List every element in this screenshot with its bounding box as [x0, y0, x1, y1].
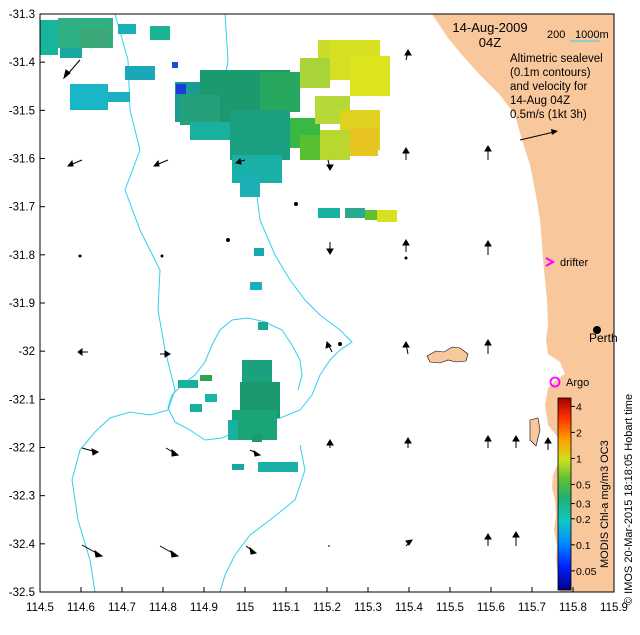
y-tick-label: -31.6: [9, 154, 35, 166]
x-tick-label: 114.6: [67, 602, 95, 614]
legend-line-3: and velocity for: [510, 81, 588, 93]
x-tick-label: 114.9: [190, 602, 218, 614]
colorbar-tick-label: 4: [576, 401, 582, 413]
y-tick-label: -31.9: [9, 298, 35, 310]
x-tick-label: 114.8: [149, 602, 177, 614]
legend-line-4: 14-Aug 04Z: [510, 95, 570, 107]
x-tick-label: 115.8: [559, 602, 587, 614]
y-tick-label: -32.1: [9, 394, 35, 406]
x-tick-label: 115.9: [600, 602, 628, 614]
perth-label: Perth: [589, 331, 618, 345]
colorbar-tick-label: 2: [576, 427, 582, 439]
legend-line-1: Altimetric sealevel: [510, 53, 603, 65]
y-tick-label: -31.4: [9, 57, 36, 69]
x-tick-label: 115.5: [436, 602, 464, 614]
colorbar: [557, 397, 572, 591]
y-tick-label: -31.5: [9, 105, 35, 117]
credit-text: © IMOS 20-Mar-2015 18:18:05 Hobart time: [623, 394, 635, 605]
y-tick-label: -32.2: [9, 443, 35, 455]
legend-line-2: (0.1m contours): [510, 67, 591, 79]
x-tick-label: 115.2: [313, 602, 341, 614]
colorbar-tick-label: 0.3: [576, 499, 591, 511]
perth-dot-icon: [593, 326, 601, 334]
x-tick-label: 115.4: [395, 602, 424, 614]
x-tick-label: 115: [236, 602, 254, 614]
x-axis-ticks: 114.5 114.6 114.7 114.8 114.9 115 115.1 115.2 11…: [26, 587, 628, 614]
colorbar-title: MODIS Chl-a mg/m3 OC3: [599, 440, 611, 568]
map-date: 14-Aug-2009: [452, 20, 527, 35]
y-tick-label: -32: [18, 346, 35, 358]
argo-marker: Argo: [549, 376, 589, 389]
y-tick-label: -32.4: [9, 539, 36, 551]
x-tick-label: 114.7: [108, 602, 136, 614]
colorbar-tick-label: 0.2: [576, 514, 591, 526]
colorbar-tick-label: 0.1: [576, 540, 591, 552]
x-tick-label: 115.1: [272, 602, 300, 614]
colorbar-labels: 4 2 1 0.5 0.3 0.2 0.1 0.05: [571, 401, 597, 578]
argo-circle-icon: [549, 376, 561, 388]
drifter-marker: drifter: [545, 257, 588, 269]
x-tick-label: 115.3: [354, 602, 382, 614]
drifter-label: drifter: [560, 257, 588, 269]
y-tick-label: -31.3: [9, 9, 35, 21]
y-tick-label: -32.5: [9, 587, 35, 599]
y-tick-label: -31.7: [9, 202, 35, 214]
legend-line-5: 0.5m/s (1kt 3h): [510, 109, 587, 121]
x-tick-label: 115.6: [477, 602, 505, 614]
scale-arrow-icon: [519, 129, 558, 141]
colorbar-tick-label: 0.05: [576, 566, 597, 578]
x-tick-label: 114.5: [26, 602, 54, 614]
isobath-label-1000: 1000m: [575, 29, 609, 41]
chlorophyll-patches: [40, 18, 397, 472]
x-tick-label: 115.7: [518, 602, 546, 614]
map-time: 04Z: [479, 35, 501, 50]
velocity-arrows: [63, 49, 552, 558]
isobath-label-200: 200: [547, 29, 565, 41]
argo-label: Argo: [566, 377, 589, 389]
colorbar-tick-label: 0.5: [576, 479, 591, 491]
island-rottnest: [426, 346, 469, 364]
y-axis-ticks: -31.3 -31.4 -31.5 -31.6 -31.7 -31.8 -31.9 -32 -3…: [9, 9, 45, 599]
y-tick-label: -32.3: [9, 491, 35, 503]
colorbar-tick-label: 1: [576, 453, 582, 465]
island-garden: [529, 417, 541, 447]
perth-marker: Perth: [589, 326, 618, 345]
y-tick-label: -31.8: [9, 250, 35, 262]
